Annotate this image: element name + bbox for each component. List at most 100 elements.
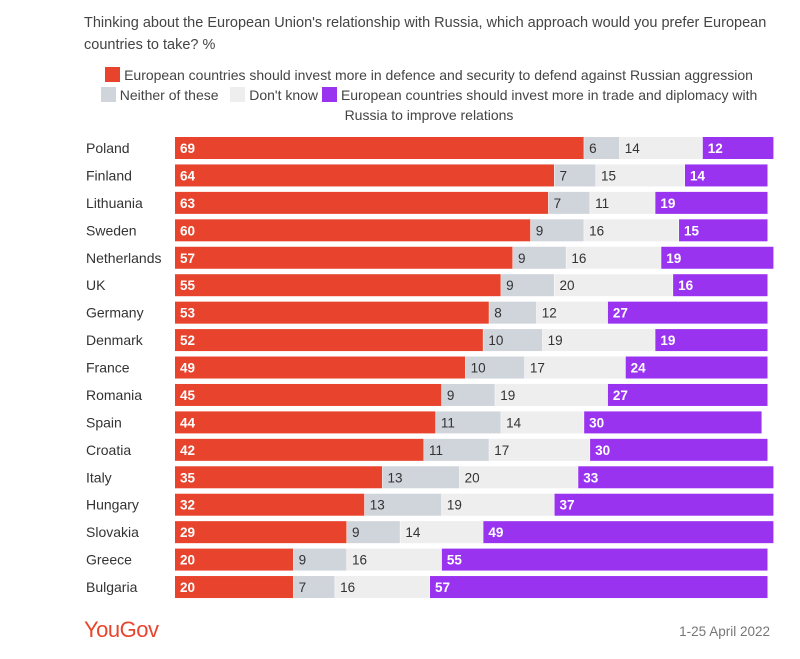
bar-defence — [175, 274, 501, 297]
data-label-dont-know: 16 — [589, 223, 604, 238]
data-label-defence: 42 — [180, 443, 195, 458]
bar-neither — [435, 411, 501, 434]
bar-defence — [175, 164, 555, 187]
data-label-dont-know: 14 — [506, 415, 522, 430]
data-label-neither: 11 — [429, 443, 443, 458]
bar-neither — [364, 493, 442, 516]
bar-defence — [175, 466, 383, 489]
legend-label-dont-know: Don't know — [249, 87, 319, 103]
data-label-defence: 64 — [180, 168, 196, 183]
legend-label-defence: European countries should invest more in… — [124, 67, 753, 83]
category-label: Finland — [86, 167, 132, 183]
bar-trade — [554, 493, 774, 516]
bar-dont-know — [566, 246, 661, 269]
bar-dont-know — [554, 274, 673, 297]
data-label-trade: 19 — [660, 333, 675, 348]
data-label-dont-know: 14 — [405, 525, 421, 540]
bar-neither — [501, 274, 555, 297]
data-label-dont-know: 12 — [542, 306, 557, 321]
category-label: Romania — [86, 387, 142, 403]
legend-label-trade: European countries should invest more in… — [340, 87, 758, 123]
data-label-defence: 63 — [180, 196, 196, 211]
data-label-defence: 29 — [180, 525, 195, 540]
data-label-dont-know: 17 — [494, 443, 509, 458]
legend-item-defence: European countries should invest more in… — [105, 67, 753, 83]
data-label-trade: 33 — [583, 470, 599, 485]
data-label-defence: 55 — [180, 278, 196, 293]
bar-dont-know — [335, 576, 430, 599]
bar-trade — [590, 438, 768, 461]
bar-trade — [661, 246, 774, 269]
bar-defence — [175, 576, 294, 599]
bar-trade — [578, 466, 774, 489]
category-label: Croatia — [86, 442, 131, 458]
bar-defence — [175, 411, 436, 434]
data-label-trade: 15 — [684, 223, 700, 238]
data-label-dont-know: 17 — [530, 361, 545, 376]
bar-defence — [175, 137, 584, 159]
category-label: Italy — [86, 469, 112, 485]
bar-neither — [293, 548, 347, 571]
data-label-trade: 55 — [447, 553, 463, 568]
bar-neither — [424, 438, 489, 461]
data-label-dont-know: 11 — [595, 196, 609, 211]
legend-item-neither: Neither of these — [100, 87, 219, 103]
bar-neither — [554, 164, 596, 187]
data-label-dont-know: 16 — [340, 580, 355, 595]
data-label-defence: 52 — [180, 333, 195, 348]
bar-neither — [530, 219, 584, 242]
bar-neither — [584, 137, 620, 159]
data-label-trade: 30 — [589, 415, 604, 430]
bar-defence — [175, 548, 294, 571]
category-label: Hungary — [86, 497, 139, 513]
data-label-dont-know: 16 — [571, 251, 586, 266]
category-label: Germany — [86, 305, 144, 321]
category-label: Bulgaria — [86, 579, 138, 595]
data-label-neither: 9 — [536, 223, 544, 238]
bar-neither — [483, 329, 543, 352]
data-label-defence: 53 — [180, 306, 196, 321]
category-label: Sweden — [86, 222, 137, 238]
data-label-neither: 13 — [388, 470, 403, 485]
bar-dont-know — [619, 137, 703, 159]
category-label: Poland — [86, 140, 130, 156]
data-label-defence: 45 — [180, 388, 196, 403]
bar-neither — [548, 191, 590, 214]
data-label-trade: 57 — [435, 580, 450, 595]
legend-swatch-trade — [321, 87, 337, 102]
data-label-neither: 9 — [518, 251, 526, 266]
category-label: France — [86, 360, 130, 376]
bar-neither — [489, 301, 537, 324]
bar-trade — [441, 548, 768, 571]
data-label-dont-know: 16 — [352, 553, 367, 568]
bar-defence — [175, 356, 466, 379]
data-label-neither: 11 — [441, 415, 455, 430]
bar-defence — [175, 438, 424, 461]
bar-neither — [465, 356, 525, 379]
category-label: Lithuania — [86, 195, 143, 211]
category-label: Netherlands — [86, 250, 162, 266]
data-label-neither: 9 — [299, 553, 307, 568]
bar-trade — [625, 356, 768, 379]
bar-trade — [584, 411, 762, 434]
legend-label-neither: Neither of these — [119, 87, 219, 103]
category-label: Denmark — [86, 332, 144, 348]
data-label-defence: 20 — [180, 553, 195, 568]
data-label-dont-know: 14 — [625, 141, 641, 156]
bar-dont-know — [459, 466, 578, 489]
data-label-defence: 32 — [180, 498, 195, 513]
bar-trade — [673, 274, 768, 297]
data-label-neither: 9 — [506, 278, 514, 293]
data-label-trade: 27 — [613, 306, 628, 321]
legend-swatch-neither — [100, 87, 116, 102]
data-label-trade: 49 — [488, 525, 503, 540]
data-label-dont-know: 19 — [500, 388, 515, 403]
category-label: Greece — [86, 552, 132, 568]
bar-dont-know — [542, 329, 655, 352]
bar-dont-know — [524, 356, 626, 379]
category-label: Slovakia — [86, 524, 139, 540]
bar-defence — [175, 521, 347, 544]
data-label-defence: 44 — [180, 415, 196, 430]
data-label-dont-know: 15 — [601, 168, 616, 183]
